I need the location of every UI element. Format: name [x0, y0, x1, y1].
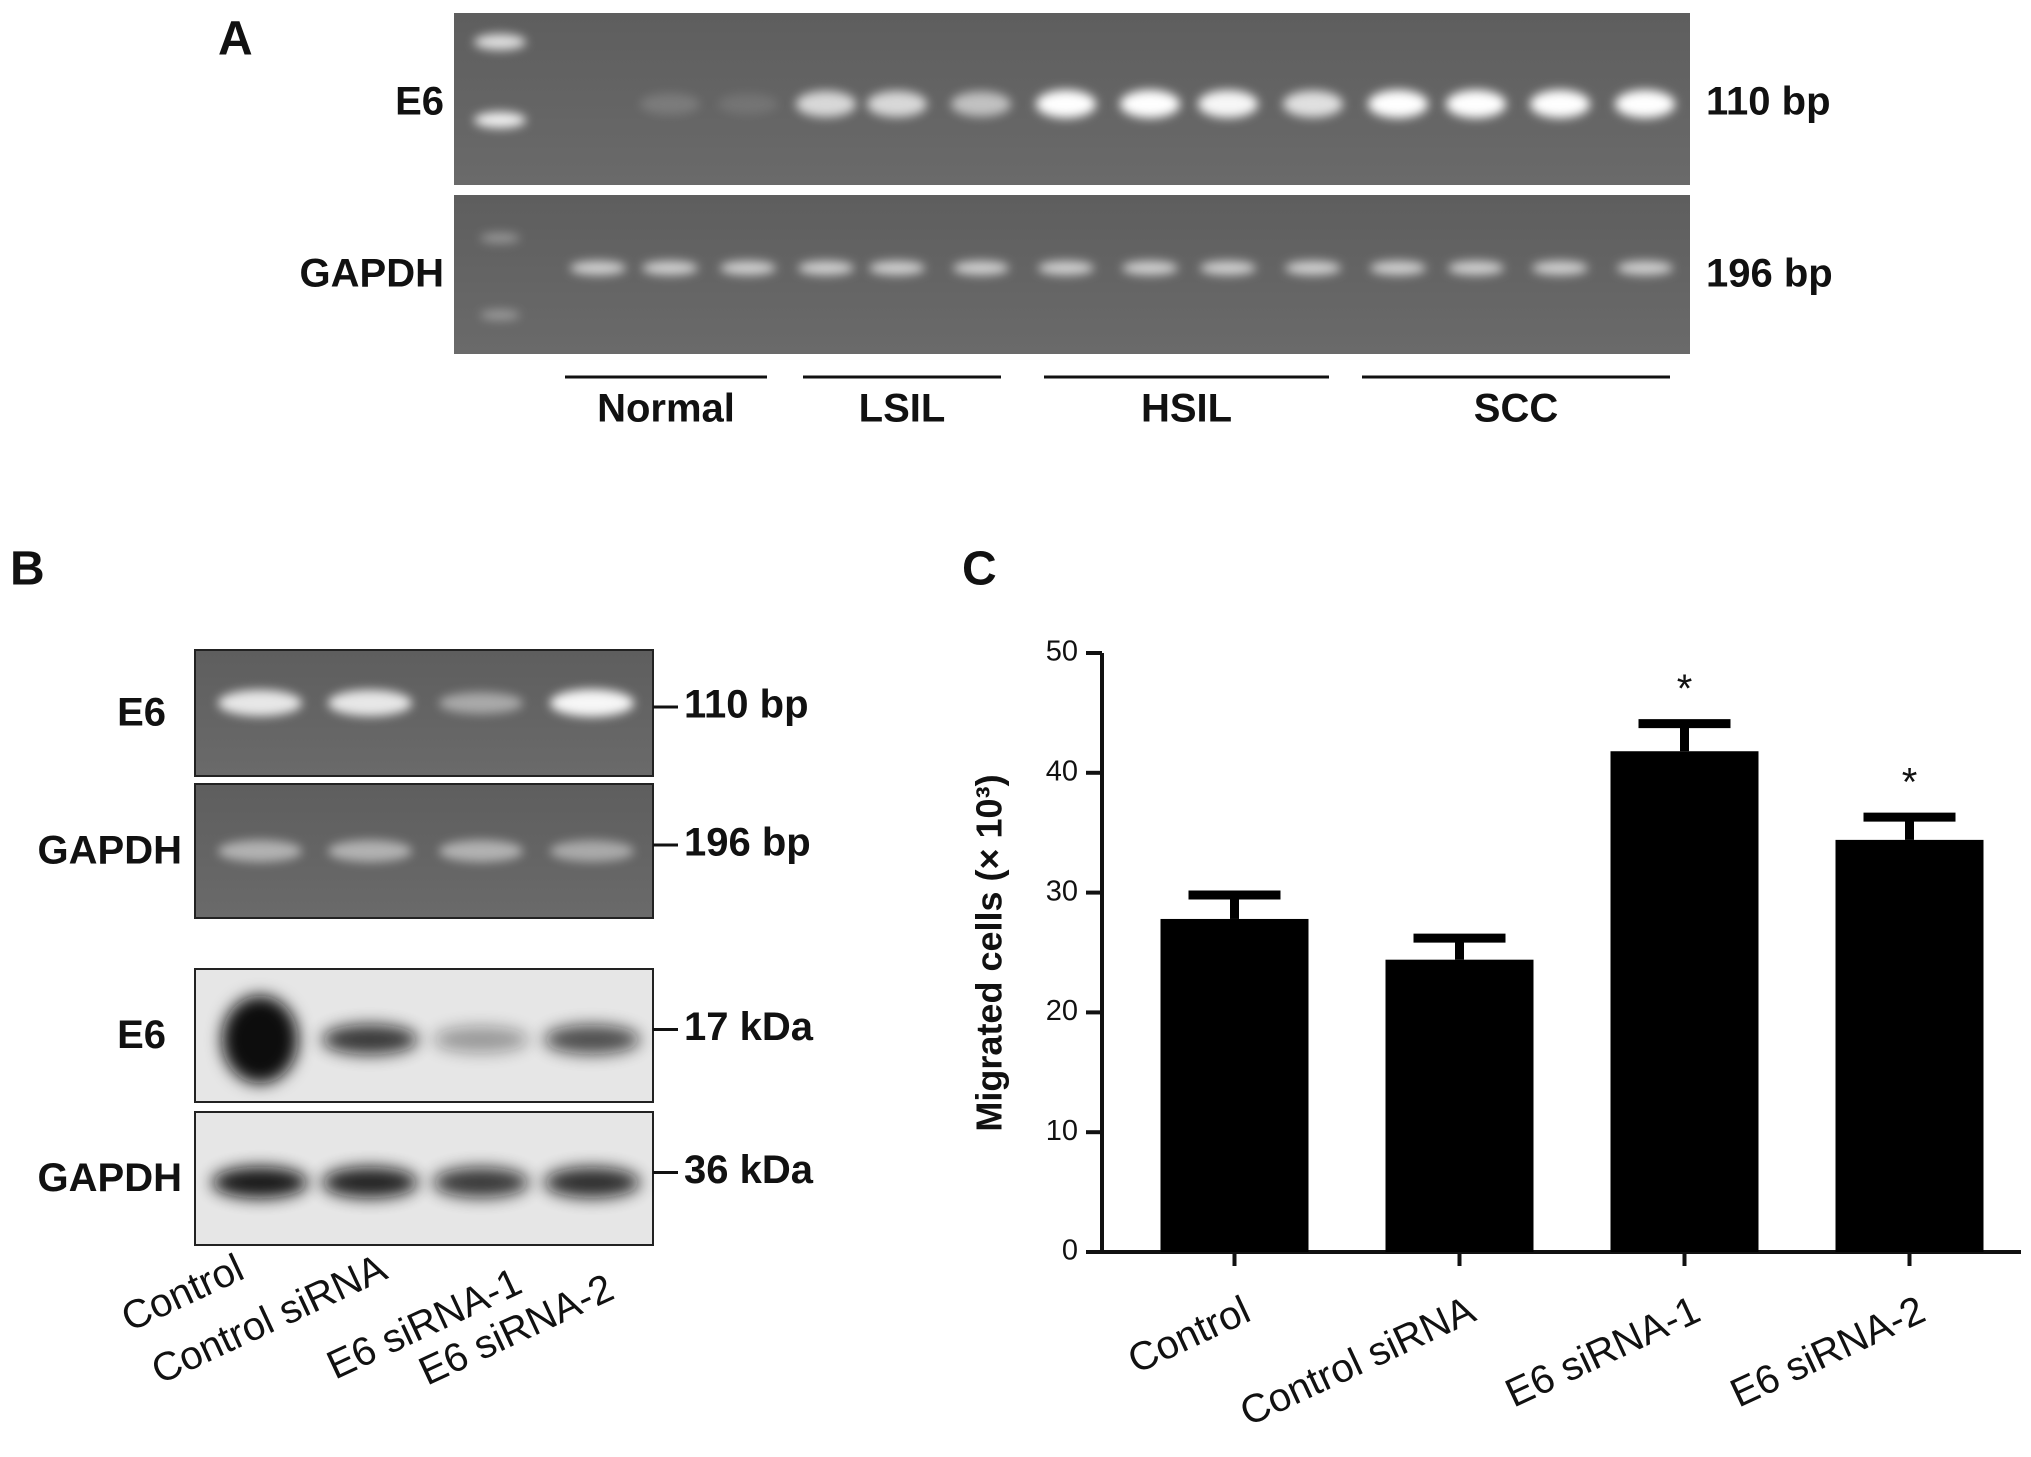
size-label: 110 bp — [684, 683, 809, 727]
size-label: 196 bp — [1706, 252, 1833, 296]
y-tick-label: 40 — [1046, 755, 1078, 787]
panel-label: C — [962, 543, 997, 596]
row-label: GAPDH — [38, 1156, 182, 1200]
size-label: 36 kDa — [684, 1148, 814, 1192]
blot-band — [544, 1024, 640, 1055]
gel-band — [328, 689, 412, 717]
gel-band — [951, 91, 1011, 117]
gel-band — [867, 91, 927, 117]
row-label: E6 — [117, 1013, 166, 1057]
gel-band — [1038, 261, 1094, 275]
y-tick-label: 30 — [1046, 875, 1078, 907]
gel-band — [796, 91, 856, 117]
gel-band — [1122, 261, 1178, 275]
y-axis-label: Migrated cells (× 10³) — [969, 774, 1010, 1131]
gel-band — [642, 261, 698, 275]
gel-band — [550, 689, 634, 717]
gel-band — [1530, 90, 1590, 118]
gel-band — [869, 261, 925, 275]
x-tick-label: E6 siRNA-2 — [1724, 1288, 1932, 1416]
group-label: SCC — [1474, 387, 1558, 431]
gel-band — [218, 689, 302, 717]
gel-band — [1198, 90, 1258, 118]
panels — [194, 13, 1690, 1246]
gel-band — [439, 840, 523, 862]
blot-band — [433, 1167, 529, 1198]
panel-label: B — [10, 543, 45, 596]
blot-band — [322, 1024, 418, 1055]
gel-band — [1368, 90, 1428, 118]
row-label: GAPDH — [300, 252, 444, 296]
gel-band — [570, 261, 626, 275]
ladder-band — [474, 34, 526, 50]
significance-mark: * — [1677, 667, 1693, 711]
gel-band — [1283, 90, 1343, 118]
gel-band — [1370, 261, 1426, 275]
gel-band — [439, 692, 523, 714]
bar — [1610, 751, 1759, 1252]
gel-band — [218, 840, 302, 862]
size-label: 17 kDa — [684, 1005, 814, 1049]
gel-band — [640, 93, 700, 115]
gel-band — [1615, 90, 1675, 118]
group-label: Normal — [597, 387, 735, 431]
gel-band — [1446, 90, 1506, 118]
blot-band — [212, 1166, 308, 1199]
blot-band — [222, 995, 298, 1084]
gel-band — [550, 840, 634, 862]
blot-band — [433, 1026, 529, 1053]
ladder-band — [480, 310, 520, 320]
y-tick-label: 10 — [1046, 1115, 1078, 1147]
gel-band — [1200, 261, 1256, 275]
ladder-band — [474, 112, 526, 128]
group-label: HSIL — [1141, 387, 1232, 431]
size-label: 196 bp — [684, 821, 811, 865]
row-label: GAPDH — [38, 829, 182, 873]
bar — [1835, 839, 1984, 1252]
row-label: E6 — [117, 691, 166, 735]
group-label: LSIL — [859, 387, 946, 431]
gel-band — [1532, 261, 1588, 275]
x-tick-label: Control siRNA — [1234, 1288, 1483, 1435]
bar — [1160, 918, 1309, 1252]
y-tick-label: 0 — [1062, 1235, 1078, 1267]
x-tick-label: Control — [1121, 1288, 1256, 1382]
gel-band — [1120, 90, 1180, 118]
row-label: E6 — [395, 80, 444, 124]
ladder-band — [480, 233, 520, 243]
gel-band — [328, 840, 412, 862]
gel-band — [953, 261, 1009, 275]
gel-band — [1285, 261, 1341, 275]
blot-band — [544, 1167, 640, 1198]
significance-mark: * — [1902, 761, 1918, 805]
panel-label: A — [218, 13, 253, 66]
y-tick-label: 50 — [1046, 636, 1078, 668]
gel-band — [720, 261, 776, 275]
gel-band — [798, 261, 854, 275]
gel-band — [1448, 261, 1504, 275]
y-tick-label: 20 — [1046, 995, 1078, 1027]
x-tick-label: E6 siRNA-1 — [1499, 1288, 1707, 1416]
gel-band — [718, 93, 778, 115]
blot-band — [322, 1166, 418, 1199]
gel-band — [1036, 90, 1096, 118]
gel-band — [1617, 261, 1673, 275]
size-label: 110 bp — [1706, 80, 1831, 124]
bar — [1385, 959, 1534, 1252]
